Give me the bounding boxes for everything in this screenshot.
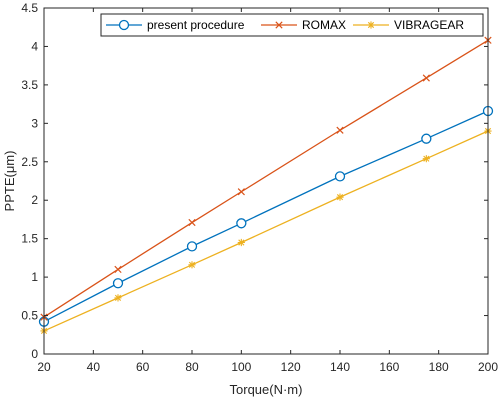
x-tick-label: 20 [37, 360, 51, 374]
x-tick-label: 200 [478, 360, 498, 374]
x-tick-label: 100 [231, 360, 251, 374]
legend-marker [367, 21, 375, 29]
legend: present procedure ROMAX VIBRAGEAR [100, 13, 484, 37]
legend-label: ROMAX [302, 18, 346, 32]
plot-area [44, 8, 488, 354]
x-tick-label: 160 [379, 360, 399, 374]
legend-entry: present procedure [106, 18, 245, 32]
x-tick-label: 60 [136, 360, 150, 374]
y-tick-label: 1 [31, 270, 38, 284]
legend-entry: VIBRAGEAR [353, 18, 464, 32]
data-point [186, 241, 198, 252]
legend-label: present procedure [147, 18, 245, 32]
data-point [422, 155, 430, 163]
data-point [421, 133, 432, 144]
y-tick-label: 2 [31, 193, 38, 207]
y-tick-label: 4 [31, 39, 38, 53]
x-tick-label: 120 [281, 360, 301, 374]
series-present-procedure [38, 105, 494, 327]
data-point [114, 294, 122, 302]
x-axis-title: Torque(N·m) [230, 382, 303, 397]
x-tick-label: 180 [429, 360, 449, 374]
data-point [336, 193, 344, 201]
y-tick-label: 3.5 [21, 78, 38, 92]
y-tick-label: 3 [31, 116, 38, 130]
x-tick-label: 140 [330, 360, 350, 374]
axes-box [43, 7, 489, 355]
x-tick-label: 80 [185, 360, 199, 374]
y-axis-title: PPTE(μm) [2, 151, 17, 212]
legend-label: VIBRAGEAR [394, 18, 464, 32]
data-point [188, 218, 196, 227]
y-tick-label: 0 [31, 347, 38, 361]
data-point [114, 265, 122, 274]
data-point [422, 74, 430, 82]
axes-layer: 20 40 60 80 100 120 140 160 180 200 0 0.5 1 1.5 2 2.5 3 3… [21, 1, 498, 374]
data-point [237, 188, 245, 196]
data-point [237, 238, 245, 247]
series-layer [38, 36, 494, 335]
legend-marker [275, 21, 283, 29]
y-tick-label: 4.5 [21, 1, 38, 15]
y-tick-label: 2.5 [21, 155, 38, 169]
data-point [236, 218, 247, 229]
legend-entry: ROMAX [261, 18, 346, 32]
y-tick-label: 0.5 [21, 309, 38, 323]
data-point [188, 261, 196, 269]
x-tick-label: 40 [87, 360, 101, 374]
data-point [334, 171, 346, 182]
y-tick-label: 1.5 [21, 232, 38, 246]
legend-marker [118, 19, 130, 31]
data-point [336, 126, 344, 134]
data-point [112, 278, 124, 289]
